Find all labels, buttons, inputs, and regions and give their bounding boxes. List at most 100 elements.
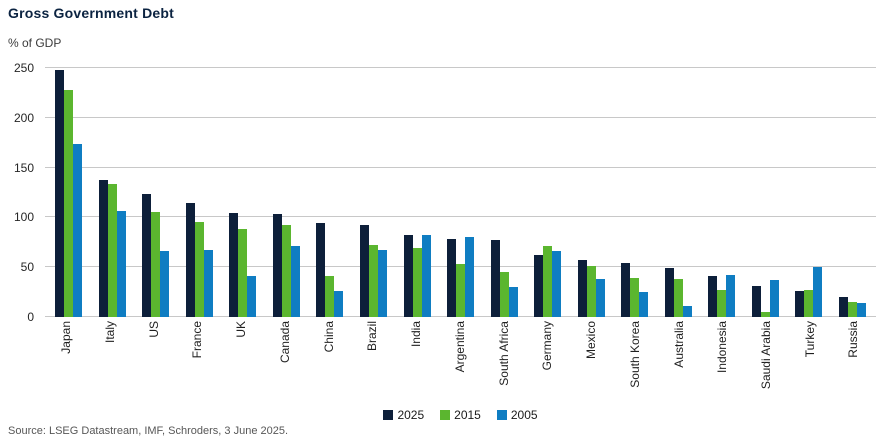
bar-2015-germany xyxy=(543,246,553,317)
y-tick-label-200: 200 xyxy=(13,110,34,125)
source-note: Source: LSEG Datastream, IMF, Schroders,… xyxy=(8,425,289,437)
bar-group-uk xyxy=(221,68,265,317)
bar-2025-germany xyxy=(534,255,544,317)
x-axis-label-indonesia: Indonesia xyxy=(715,321,730,374)
plot-region xyxy=(45,67,876,317)
bar-group-brazil xyxy=(352,68,396,317)
bar-2015-us xyxy=(151,212,161,317)
x-label-cell-indonesia: Indonesia xyxy=(701,321,745,405)
x-axis-label-germany: Germany xyxy=(540,321,555,371)
x-axis-label-australia: Australia xyxy=(671,321,686,368)
x-label-cell-india: India xyxy=(395,321,439,405)
x-axis-label-us: US xyxy=(146,321,161,338)
x-label-cell-france: France xyxy=(176,321,220,405)
bar-2025-indonesia xyxy=(708,276,718,317)
bar-2015-south-korea xyxy=(630,278,640,317)
x-axis-label-uk: UK xyxy=(234,321,249,338)
bar-2025-south-africa xyxy=(490,240,500,317)
bar-2005-indonesia xyxy=(726,275,736,317)
y-tick-label-0: 0 xyxy=(27,310,34,324)
x-label-cell-germany: Germany xyxy=(526,321,570,405)
bar-2005-italy xyxy=(116,211,126,317)
legend-swatch-2025 xyxy=(383,410,394,420)
bar-group-france xyxy=(178,68,222,317)
bar-2005-china xyxy=(334,291,344,317)
bar-2025-turkey xyxy=(795,291,805,317)
bar-group-saudi-arabia xyxy=(744,68,788,317)
bar-2015-argentina xyxy=(456,264,466,317)
bar-2025-us xyxy=(142,193,152,317)
gridline-250 xyxy=(45,67,876,68)
x-axis-label-russia: Russia xyxy=(846,321,861,358)
bar-2025-india xyxy=(403,235,413,317)
legend: 2025 2015 2005 xyxy=(45,408,876,422)
legend-label-2025: 2025 xyxy=(397,408,425,422)
x-label-cell-saudi-arabia: Saudi Arabia xyxy=(745,321,789,405)
bar-2015-uk xyxy=(238,229,248,317)
bar-2005-germany xyxy=(552,251,562,317)
bar-2015-india xyxy=(412,248,422,317)
bar-2005-australia xyxy=(682,306,692,317)
y-tick-label-150: 150 xyxy=(13,160,34,175)
bar-2015-indonesia xyxy=(717,290,727,317)
bar-2005-south-africa xyxy=(508,287,518,317)
bar-2005-saudi-arabia xyxy=(769,280,779,317)
gridline-200 xyxy=(45,116,876,118)
bar-group-turkey xyxy=(787,68,831,317)
x-label-cell-turkey: Turkey xyxy=(788,321,832,405)
x-label-cell-italy: Italy xyxy=(89,321,133,405)
bar-2025-canada xyxy=(272,214,282,317)
x-axis-label-brazil: Brazil xyxy=(365,321,380,352)
bar-2025-china xyxy=(316,223,326,317)
bar-group-south-korea xyxy=(613,68,657,317)
bar-group-japan xyxy=(47,68,91,317)
x-label-cell-canada: Canada xyxy=(264,321,308,405)
x-label-cell-australia: Australia xyxy=(657,321,701,405)
bar-2015-china xyxy=(325,276,335,317)
bar-2005-japan xyxy=(73,143,83,317)
bar-2015-turkey xyxy=(804,290,814,317)
x-label-cell-south-africa: South Africa xyxy=(482,321,526,405)
x-label-cell-china: China xyxy=(307,321,351,405)
x-label-cell-south-korea: South Korea xyxy=(614,321,658,405)
y-axis-unit-label: % of GDP xyxy=(8,36,62,50)
x-label-cell-brazil: Brazil xyxy=(351,321,395,405)
y-tick-label-100: 100 xyxy=(13,210,34,225)
bar-2005-turkey xyxy=(813,267,823,317)
bar-2005-canada xyxy=(290,246,300,317)
bar-group-china xyxy=(308,68,352,317)
x-axis-label-italy: Italy xyxy=(103,321,117,344)
y-tick-label-50: 50 xyxy=(20,260,34,275)
bar-2005-uk xyxy=(247,276,257,317)
bar-2005-india xyxy=(421,235,431,317)
bar-2015-italy xyxy=(107,183,117,317)
x-axis-label-france: France xyxy=(190,321,205,359)
bar-group-russia xyxy=(831,68,875,317)
bar-group-argentina xyxy=(439,68,483,317)
x-axis-label-turkey: Turkey xyxy=(802,321,817,358)
bar-2005-argentina xyxy=(465,237,475,317)
bar-2015-brazil xyxy=(368,245,378,317)
legend-item-2005: 2005 xyxy=(496,408,538,422)
bar-2025-south-korea xyxy=(621,263,631,317)
x-axis-label-japan: Japan xyxy=(59,321,74,354)
legend-label-2015: 2015 xyxy=(454,408,481,422)
bar-2025-uk xyxy=(229,213,239,317)
bar-2015-france xyxy=(194,222,204,317)
legend-label-2005: 2005 xyxy=(510,408,538,422)
x-label-cell-us: US xyxy=(132,321,176,405)
bar-group-australia xyxy=(656,68,700,317)
x-axis-label-china: China xyxy=(321,321,336,353)
x-axis-label-south-korea: South Korea xyxy=(627,321,642,388)
bar-2025-japan xyxy=(55,70,65,317)
x-label-cell-russia: Russia xyxy=(832,321,876,405)
bar-2005-us xyxy=(160,251,170,317)
bar-2025-brazil xyxy=(359,225,369,317)
chart-title: Gross Government Debt xyxy=(8,5,175,21)
bar-2015-canada xyxy=(281,225,291,317)
bar-2025-france xyxy=(185,203,195,317)
plot-groups xyxy=(45,68,876,317)
bar-2025-russia xyxy=(838,297,848,317)
legend-item-2015: 2015 xyxy=(440,408,481,422)
